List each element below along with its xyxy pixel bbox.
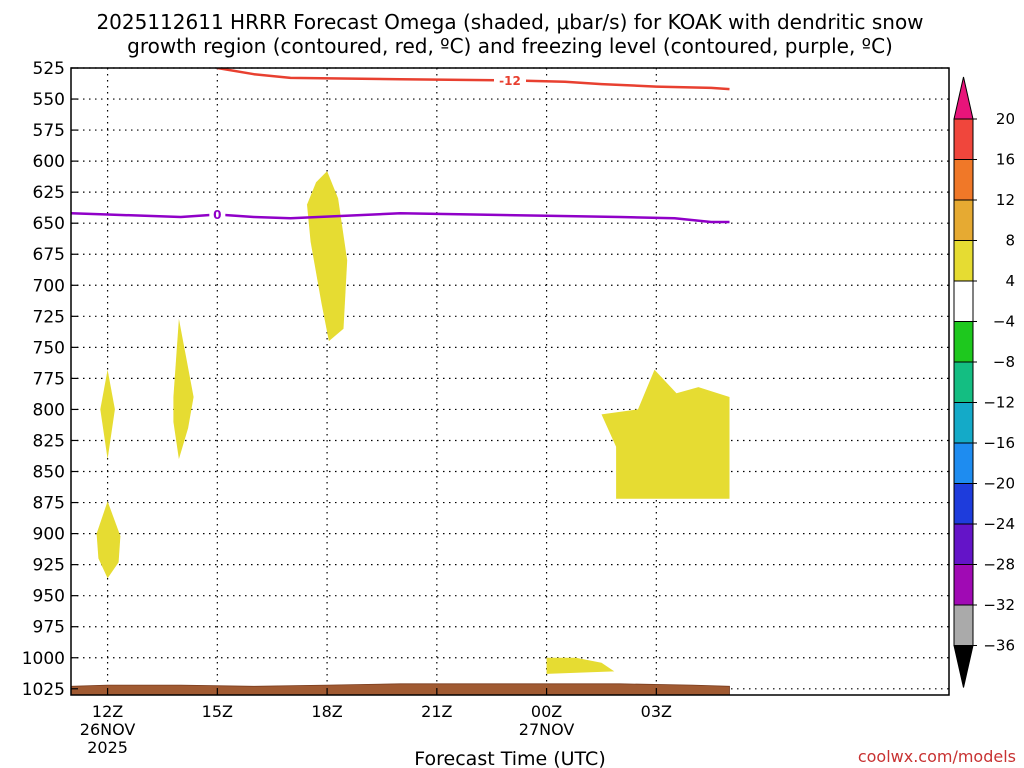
y-tick-label-1025: 1025 bbox=[22, 680, 65, 700]
y-tick-label-625: 625 bbox=[33, 183, 65, 203]
credit-text: coolwx.com/models bbox=[858, 747, 1016, 766]
dendritic-growth-minus12-label-bg bbox=[494, 73, 526, 88]
colorbar-bin--20-to--16 bbox=[953, 442, 974, 484]
colorbar-label-5: −4 bbox=[993, 313, 1015, 331]
freezing-level-0-label-bg bbox=[209, 207, 226, 222]
y-tick-label-650: 650 bbox=[33, 214, 65, 234]
colorbar-label-7: −12 bbox=[983, 394, 1015, 412]
omega-region-12z-lower bbox=[96, 501, 121, 579]
colorbar-label-8: −16 bbox=[983, 434, 1015, 452]
gridlines bbox=[71, 67, 949, 695]
colorbar-label-10: −24 bbox=[983, 515, 1015, 533]
colorbar-label-11: −28 bbox=[983, 556, 1015, 574]
colorbar-bin--12-to--8 bbox=[953, 361, 974, 403]
colorbar-bin-16-to-20 bbox=[953, 118, 974, 160]
colorbar-bin--16-to--12 bbox=[953, 402, 974, 444]
y-tick-label-875: 875 bbox=[33, 494, 65, 514]
x-tick-date-12Z: 26NOV bbox=[80, 720, 136, 739]
y-tick-label-600: 600 bbox=[33, 152, 65, 172]
colorbar-label-9: −20 bbox=[983, 475, 1015, 493]
dendritic-growth-minus12-line bbox=[217, 68, 730, 91]
x-tick-label-21Z: 21Z bbox=[421, 702, 452, 721]
x-tick-label-00Z: 00Z bbox=[531, 702, 562, 721]
x-tick-label-18Z: 18Z bbox=[311, 702, 342, 721]
y-tick-label-950: 950 bbox=[33, 587, 65, 607]
dendritic-growth-minus12-label: -12 bbox=[499, 74, 521, 88]
omega-region-12z-upper bbox=[100, 369, 115, 460]
plot-frame bbox=[70, 67, 950, 696]
colorbar-bin--4-to-4 bbox=[953, 280, 974, 322]
terrain-layer bbox=[71, 683, 730, 695]
y-tick-label-550: 550 bbox=[33, 90, 65, 110]
contour-layer: -12 0 bbox=[71, 68, 730, 224]
y-tick-label-975: 975 bbox=[33, 618, 65, 638]
y-tick-label-800: 800 bbox=[33, 400, 65, 420]
colorbar-bin-12-to-16 bbox=[953, 159, 974, 201]
plot-background bbox=[71, 68, 949, 695]
omega-region-02z-03z bbox=[601, 369, 730, 499]
colorbar-label-0: 20 bbox=[996, 110, 1015, 128]
colorbar-bin-4-to-8 bbox=[953, 240, 974, 282]
y-tick-label-825: 825 bbox=[33, 431, 65, 451]
omega-region-18z bbox=[307, 171, 348, 342]
chart-title-line-2: growth region (contoured, red, ºC) and f… bbox=[127, 34, 893, 58]
y-tick-label-700: 700 bbox=[33, 276, 65, 296]
y-tick-label-675: 675 bbox=[33, 245, 65, 265]
freezing-level-0-line bbox=[71, 212, 730, 224]
colorbar-bin--28-to--24 bbox=[953, 523, 974, 565]
y-tick-label-1000: 1000 bbox=[22, 649, 65, 669]
x-tick-label-03Z: 03Z bbox=[641, 702, 672, 721]
colorbar-triangle-top bbox=[953, 76, 974, 120]
colorbar-label-12: −32 bbox=[983, 596, 1015, 614]
colorbar-bin--8-to--4 bbox=[953, 321, 974, 363]
colorbar: 20 16 12 8 4 −4 −8 −12 −16 −20 −24 −28 −32 −36 bbox=[953, 76, 1015, 688]
x-tick-date-00Z: 27NOV bbox=[519, 720, 575, 739]
omega-shading bbox=[96, 171, 730, 674]
colorbar-bin--32-to--28 bbox=[953, 564, 974, 606]
colorbar-label-4: 4 bbox=[1005, 272, 1015, 290]
colorbar-label-6: −8 bbox=[993, 353, 1015, 371]
y-tick-label-750: 750 bbox=[33, 338, 65, 358]
colorbar-triangle-bottom bbox=[953, 645, 974, 688]
colorbar-label-3: 8 bbox=[1005, 232, 1015, 250]
chart-title-line-1: 2025112611 HRRR Forecast Omega (shaded, … bbox=[96, 10, 923, 34]
y-tick-label-925: 925 bbox=[33, 556, 65, 576]
colorbar-bin-8-to-12 bbox=[953, 199, 974, 241]
colorbar-label-13: −36 bbox=[983, 637, 1015, 655]
y-axis: 525 550 575 600 625 650 675 700 725 750 775 800 825 8… bbox=[22, 59, 78, 700]
y-tick-label-525: 525 bbox=[33, 59, 65, 79]
y-tick-label-725: 725 bbox=[33, 307, 65, 327]
x-axis-title: Forecast Time (UTC) bbox=[414, 748, 605, 768]
plot-area: -12 0 bbox=[70, 67, 950, 696]
omega-region-14z bbox=[173, 318, 194, 460]
omega-region-01z-surface bbox=[546, 657, 615, 674]
x-tick-label-15Z: 15Z bbox=[202, 702, 233, 721]
x-tick-year-12Z: 2025 bbox=[87, 738, 128, 757]
y-tick-label-775: 775 bbox=[33, 369, 65, 389]
y-tick-label-850: 850 bbox=[33, 463, 65, 483]
x-tick-label-12Z: 12Z bbox=[92, 702, 123, 721]
y-tick-label-900: 900 bbox=[33, 525, 65, 545]
colorbar-bin--24-to--20 bbox=[953, 483, 974, 525]
surface-terrain bbox=[71, 683, 730, 695]
colorbar-label-1: 16 bbox=[996, 151, 1015, 169]
colorbar-label-2: 12 bbox=[996, 191, 1015, 209]
freezing-level-0-label: 0 bbox=[213, 208, 221, 222]
y-tick-label-575: 575 bbox=[33, 121, 65, 141]
colorbar-bin--36-to--32 bbox=[953, 604, 974, 646]
